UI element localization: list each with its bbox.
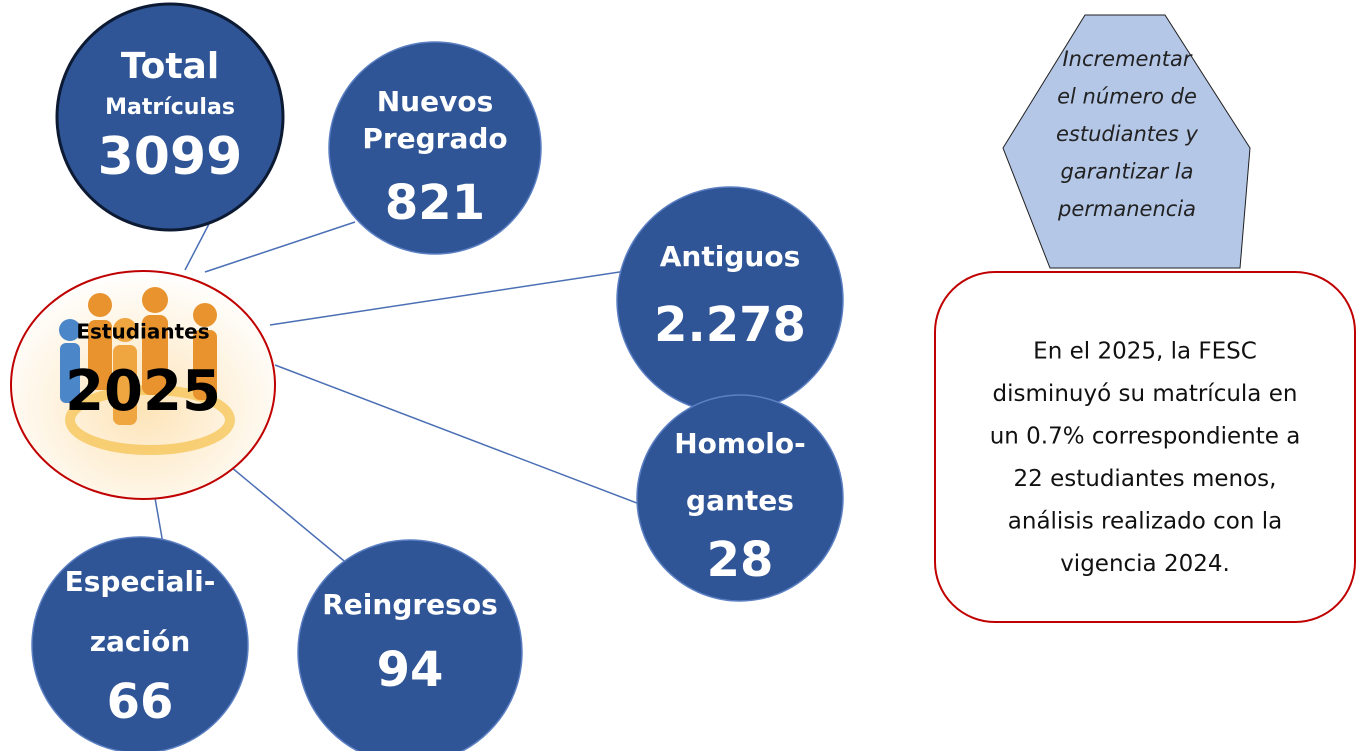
- connector: [274, 364, 643, 506]
- note-text: vigencia 2024.: [1060, 551, 1230, 577]
- node-circle: [31, 536, 249, 751]
- connector: [184, 221, 211, 271]
- node-value: 821: [385, 175, 485, 231]
- node-circle: [328, 41, 542, 255]
- note-box: [934, 271, 1356, 623]
- center-year: 2025: [65, 359, 221, 424]
- goal-text: estudiantes y: [1056, 122, 1199, 146]
- goal-text: garantizar la: [1061, 160, 1194, 184]
- note-text: un 0.7% correspondiente a: [990, 424, 1301, 450]
- node-value: 3099: [98, 127, 243, 187]
- note-text: análisis realizado con la: [1008, 509, 1282, 535]
- goal-text: el número de: [1057, 85, 1197, 109]
- node-value: 28: [707, 532, 774, 588]
- node-label: Reingresos: [322, 588, 498, 621]
- node-circle: [636, 394, 844, 602]
- goal-hexagon: [1002, 14, 1251, 269]
- goal-text: Incrementar: [1062, 47, 1192, 71]
- center-label: Estudiantes: [76, 320, 209, 344]
- node-value: 2.278: [654, 297, 806, 353]
- connector: [269, 259, 674, 326]
- connector: [224, 461, 356, 571]
- node-label: Total: [121, 46, 219, 87]
- goal-text: permanencia: [1057, 197, 1196, 221]
- node-label: Antiguos: [660, 240, 800, 273]
- note-text: disminuyó su matrícula en: [993, 381, 1298, 407]
- note-text: En el 2025, la FESC: [1033, 339, 1257, 365]
- node-label: Pregrado: [362, 122, 507, 155]
- note-text: 22 estudiantes menos,: [1014, 466, 1277, 492]
- node-label: Nuevos: [377, 85, 494, 118]
- people-icon: [59, 287, 235, 455]
- node-circle: [55, 2, 285, 232]
- node-label: Homolo-: [674, 427, 806, 460]
- node-label: gantes: [686, 484, 794, 517]
- node-circle: [297, 539, 523, 751]
- node-value: 94: [377, 642, 444, 698]
- node-value: 66: [107, 674, 174, 730]
- connector: [204, 221, 356, 273]
- node-label: Especiali-: [65, 565, 216, 598]
- node-label: zación: [90, 625, 191, 658]
- node-label: Matrículas: [105, 95, 235, 120]
